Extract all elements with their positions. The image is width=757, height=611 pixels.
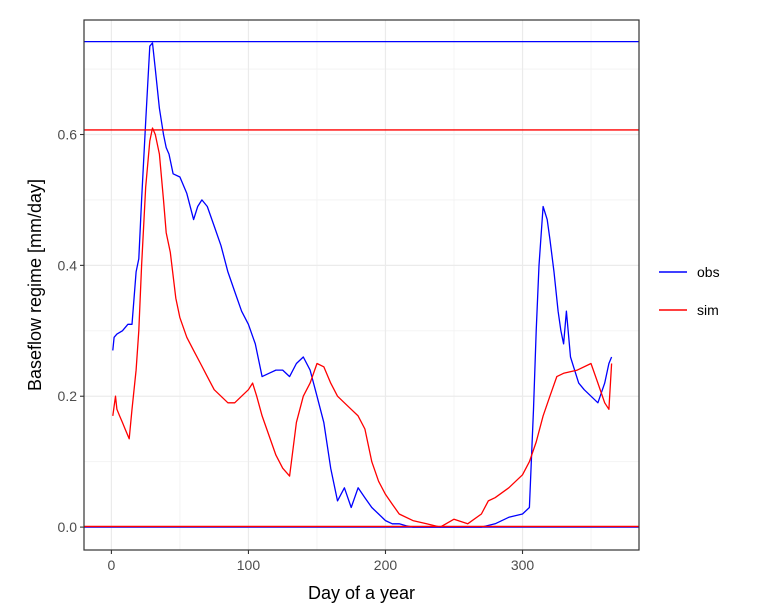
x-axis-ticks: 0 100 200 300 [108,550,535,573]
x-axis-title: Day of a year [308,583,415,603]
x-tick-label: 300 [511,557,535,573]
x-tick-label: 0 [108,557,116,573]
series-lines [112,42,613,528]
series-line-sim [112,127,613,528]
reference-lines [84,40,639,528]
legend-label-obs: obs [697,264,720,280]
plot-panel-border [83,19,640,551]
legend-label-sim: sim [697,302,719,318]
y-tick-label: 0.0 [58,519,78,535]
y-tick-label: 0.4 [58,257,78,273]
series-line-obs [112,42,613,528]
legend: obs sim [659,264,720,318]
x-tick-label: 100 [237,557,261,573]
y-tick-label: 0.2 [58,388,78,404]
x-tick-label: 200 [374,557,398,573]
y-tick-label: 0.6 [58,127,78,143]
y-axis-ticks: 0.0 0.2 0.4 0.6 [58,127,84,535]
y-axis-title: Baseflow regime [mm/day] [25,179,45,391]
minor-gridlines [84,20,639,550]
